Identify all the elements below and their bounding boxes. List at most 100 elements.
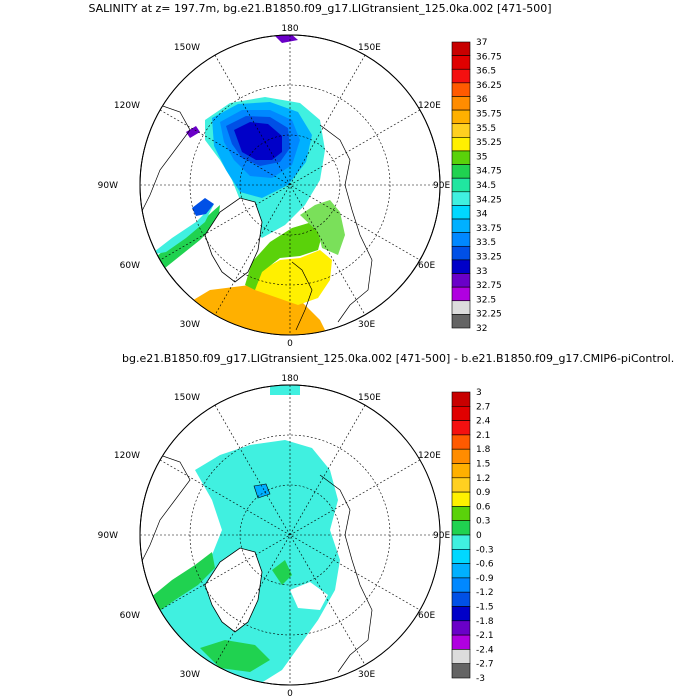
top-colorbar-label: 36.75	[476, 52, 502, 62]
bottom-land-patch	[290, 582, 328, 610]
top-lon-label: 60W	[120, 261, 140, 271]
top-colorbar-swatch	[451, 55, 471, 70]
bottom-land-greenland	[204, 547, 263, 633]
bottom-colorbar-swatch	[451, 405, 471, 421]
bottom-colorbar-label: 0.3	[476, 517, 490, 527]
top-colorbar-swatch	[451, 218, 471, 233]
top-lon-label: 120E	[418, 101, 441, 111]
top-graticule	[140, 35, 440, 335]
top-colorbar-label: 32.75	[476, 281, 502, 291]
bottom-lon-label: 90W	[98, 531, 118, 541]
top-lon-label: 30E	[358, 320, 375, 330]
bottom-colorbar-swatch	[451, 606, 471, 622]
bottom-lon-label: 120W	[114, 451, 140, 461]
bottom-lon-label: 60E	[418, 611, 435, 621]
top-colorbar-swatch	[451, 232, 471, 247]
bottom-colorbar-label: 0	[476, 531, 482, 541]
top-colorbar-swatch	[451, 123, 471, 138]
bottom-colorbar-swatch	[451, 663, 471, 679]
top-coastline-scandinavia	[291, 261, 313, 331]
top-lon-label: 120W	[114, 101, 140, 111]
top-colorbar-swatch	[451, 96, 471, 111]
top-colorbar-label: 32.25	[476, 310, 502, 320]
bottom-lon-label: 150W	[174, 393, 200, 403]
top-colorbar-swatch	[451, 300, 471, 315]
bottom-coastline-eurasia	[319, 474, 373, 673]
top-colorbar-label: 33	[476, 267, 487, 277]
top-colorbar-label: 35	[476, 152, 487, 162]
bottom-graticule	[140, 385, 440, 685]
bottom-colorbar-label: 2.7	[476, 402, 490, 412]
bottom-colorbar-label: -1.8	[476, 617, 494, 627]
top-colorbar-swatch	[451, 177, 471, 193]
bottom-colorbar-swatch	[451, 391, 471, 407]
bottom-colorbar: 3 2.7 2.4 2.1 1.8 1.5 1.2 0.9 0.6 0.3 0 -0.3 -0.6 -0.…	[451, 388, 494, 684]
top-colorbar-label: 32	[476, 324, 487, 334]
bottom-colorbar-label: -0.3	[476, 545, 494, 555]
bottom-colorbar-swatch	[451, 577, 471, 593]
bottom-colorbar-label: 0.9	[476, 488, 491, 498]
top-lon-label: 150E	[358, 43, 381, 53]
bottom-colorbar-label: 1.8	[476, 445, 491, 455]
top-lon-label: 30W	[180, 320, 200, 330]
bottom-colorbar-swatch	[451, 548, 471, 564]
top-colorbar-label: 33.5	[476, 238, 496, 248]
top-colorbar-label: 37	[476, 38, 487, 48]
top-region-baffin-blue	[192, 198, 214, 216]
bottom-lon-label: 150E	[358, 393, 381, 403]
top-lon-label: 180	[281, 24, 298, 34]
bottom-lon-label: 180	[281, 374, 298, 384]
top-region-barents-green	[245, 222, 322, 290]
top-colorbar-swatch	[451, 191, 471, 206]
top-lon-label: 60E	[418, 261, 435, 271]
bottom-region-barents-green	[272, 560, 292, 585]
top-colorbar-swatch	[451, 286, 471, 302]
top-colorbar-label: 35.25	[476, 138, 502, 148]
bottom-colorbar-label: 1.2	[476, 474, 490, 484]
bottom-colorbar-swatch	[451, 491, 471, 507]
bottom-region-north-cyan	[270, 385, 300, 395]
top-colorbar-label: 33.25	[476, 253, 502, 263]
top-colorbar-label: 35.75	[476, 110, 502, 120]
top-region-purple-patch	[186, 126, 200, 138]
bottom-colorbar-label: 3	[476, 388, 482, 398]
bottom-coastline-americas	[140, 454, 191, 591]
bottom-colorbar-label: 2.4	[476, 417, 491, 427]
bottom-colorbar-swatch	[451, 434, 471, 450]
bottom-polar-map: 180 150E 120E 90E 60E 30E 0 30W 60W 90W …	[98, 374, 451, 699]
top-colorbar-swatch	[451, 109, 471, 125]
top-colorbar-swatch	[451, 82, 471, 97]
top-colorbar-label: 34.25	[476, 195, 502, 205]
bottom-colorbar-label: -1.2	[476, 588, 494, 598]
top-colorbar-label: 36.25	[476, 81, 502, 91]
top-colorbar-swatch	[451, 41, 471, 56]
top-colorbar-label: 32.5	[476, 295, 496, 305]
top-colorbar-label: 36	[476, 95, 488, 105]
bottom-colorbar-swatch	[451, 620, 471, 636]
top-colorbar-label: 34	[476, 210, 488, 220]
bottom-lon-label: 0	[287, 689, 293, 699]
top-lon-label: 150W	[174, 43, 200, 53]
top-colorbar-swatch	[451, 68, 471, 84]
bottom-lon-label: 120E	[418, 451, 441, 461]
top-land-greenland	[204, 197, 263, 283]
top-colorbar: 37 36.75 36.5 36.25 36 35.75 35.5 35.25 35 34.75 3…	[451, 38, 502, 334]
bottom-region-small-blue	[253, 483, 271, 499]
top-lon-labels: 180 150E 120E 90E 60E 30E 0 30W 60W 90W …	[98, 24, 451, 349]
bottom-colorbar-label: 2.1	[476, 431, 490, 441]
top-coastline-americas	[140, 104, 191, 241]
top-colorbar-swatch	[451, 137, 471, 152]
bottom-lon-label: 30E	[358, 670, 375, 680]
bottom-colorbar-swatch	[451, 649, 471, 665]
bottom-colorbar-swatch	[451, 563, 471, 579]
top-colorbar-label: 33.75	[476, 224, 502, 234]
bottom-region-hudson-green	[150, 552, 215, 612]
bottom-lon-label: 30W	[180, 670, 200, 680]
bottom-colorbar-swatch	[451, 520, 471, 536]
bottom-colorbar-swatch	[451, 534, 471, 550]
top-colorbar-swatch	[451, 205, 471, 220]
bottom-colorbar-label: -3	[476, 674, 485, 684]
top-lon-label: 90W	[98, 181, 118, 191]
top-region-norwegian-yellow	[255, 250, 332, 305]
